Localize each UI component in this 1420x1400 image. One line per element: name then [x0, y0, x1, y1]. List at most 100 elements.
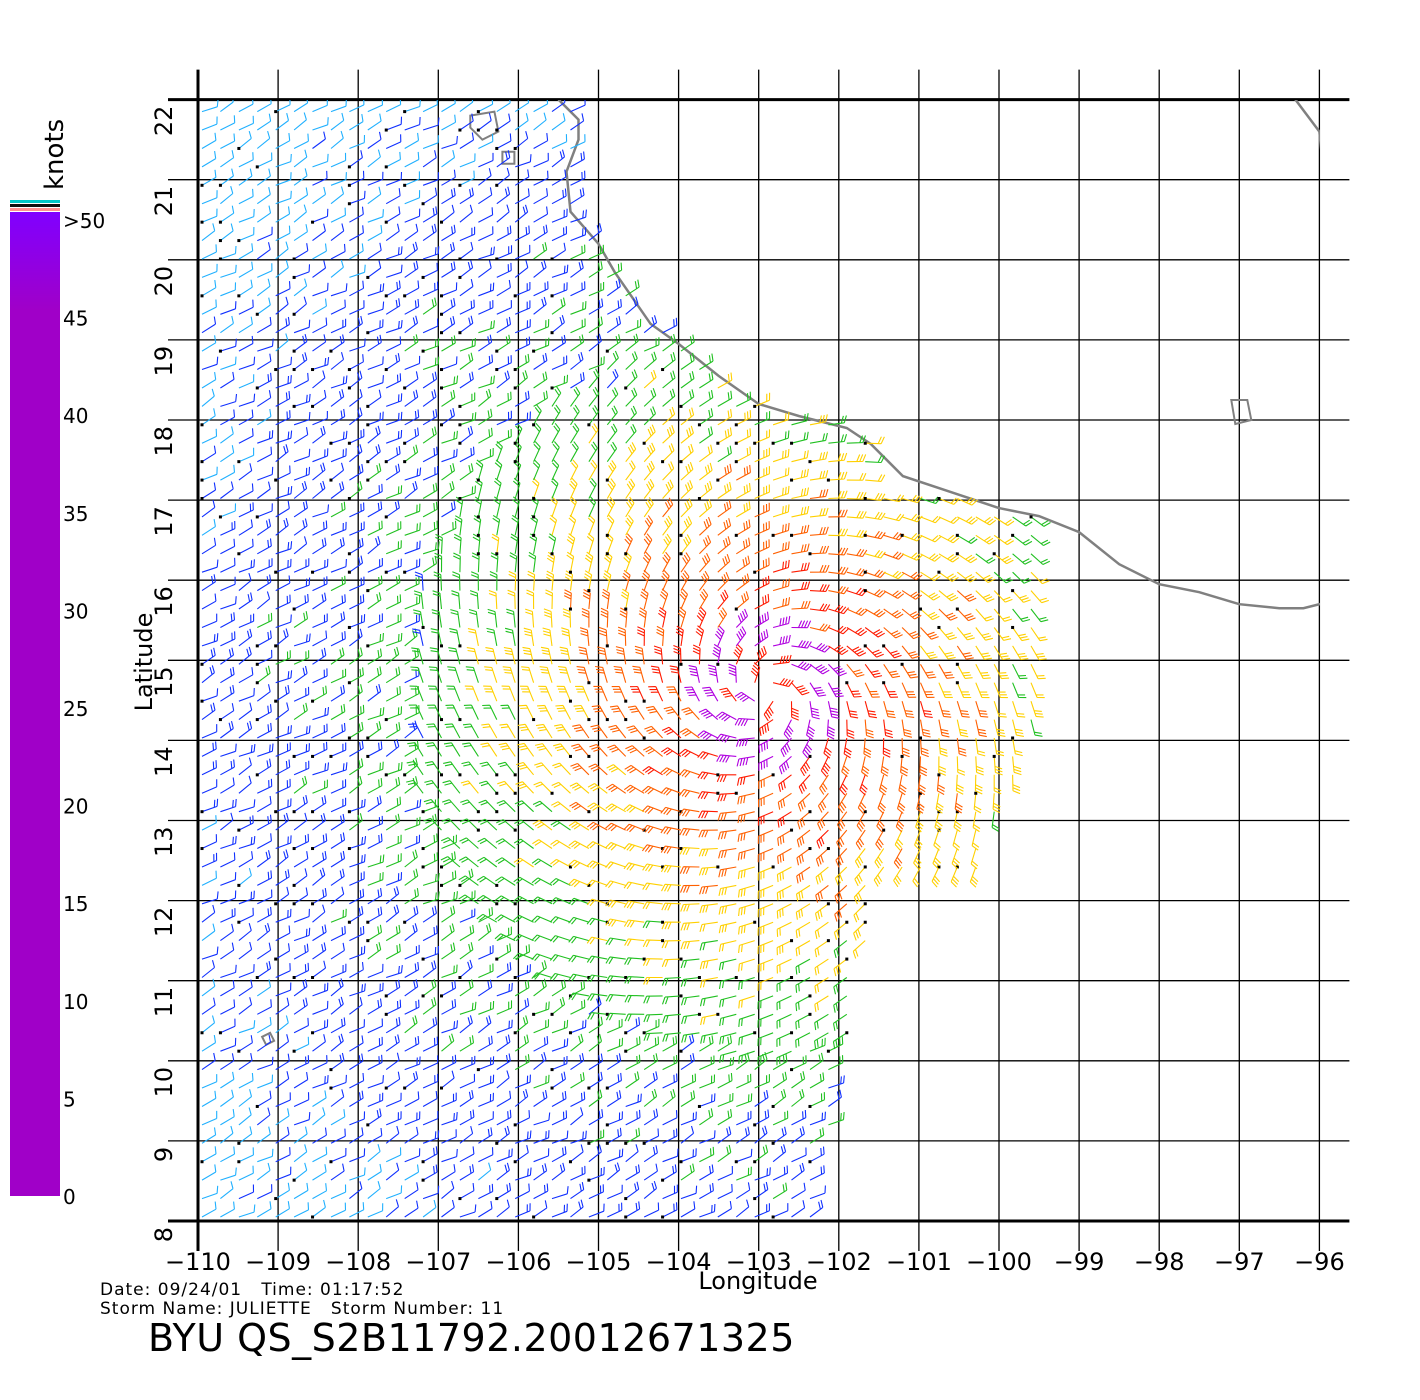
wind-barb — [533, 422, 542, 444]
wind-barb — [607, 1053, 622, 1071]
wind-barb — [496, 133, 512, 149]
wind-barb — [441, 1199, 455, 1218]
wind-barb — [550, 839, 571, 849]
wind-barb — [570, 260, 584, 278]
wind-barb — [570, 244, 586, 260]
wind-barb — [776, 1013, 792, 1029]
rain-flag-dot — [900, 662, 904, 666]
rain-flag-dot — [384, 368, 388, 372]
wind-barb — [482, 704, 498, 720]
wind-barb — [662, 425, 675, 444]
wind-barb — [624, 994, 645, 1003]
wind-barb — [717, 1183, 733, 1200]
rain-flag-dot — [421, 810, 425, 814]
wind-barb — [256, 1126, 271, 1144]
wind-barb — [441, 923, 455, 942]
wind-barb — [275, 410, 291, 426]
rain-flag-dot — [550, 386, 554, 390]
wind-barb — [513, 952, 534, 961]
wind-barb — [453, 533, 462, 554]
wind-barb — [607, 262, 623, 278]
wind-barb — [496, 225, 512, 242]
wind-barb — [349, 983, 366, 997]
rain-flag-dot — [292, 404, 296, 408]
wind-barb — [916, 793, 925, 814]
wind-barb — [404, 355, 421, 371]
wind-barb — [582, 589, 591, 610]
wind-barb — [588, 1144, 602, 1163]
wind-barb — [920, 645, 938, 660]
wind-barb — [644, 725, 663, 739]
wind-barb — [791, 1055, 807, 1071]
wind-barb — [487, 608, 498, 628]
wind-barb — [441, 463, 456, 481]
rain-flag-dot — [716, 662, 720, 666]
wind-barb — [488, 589, 498, 610]
wind-barb — [424, 779, 442, 794]
wind-barb — [662, 352, 676, 370]
rain-flag-dot — [218, 183, 222, 187]
wind-barb — [238, 592, 253, 610]
wind-barb — [238, 409, 254, 426]
wind-barb — [275, 1147, 291, 1163]
wind-barb — [275, 812, 289, 831]
wind-barb — [605, 956, 626, 965]
wind-barb — [588, 1053, 604, 1071]
wind-barb — [238, 356, 256, 371]
wind-barb — [538, 685, 553, 702]
wind-barb — [385, 1092, 402, 1108]
wind-barb — [330, 722, 346, 739]
wind-barb — [452, 571, 461, 591]
wind-barb — [367, 389, 382, 407]
rain-flag-dot — [329, 1086, 333, 1090]
rain-flag-dot — [605, 1012, 609, 1016]
wind-barb — [201, 815, 217, 831]
wind-barb — [220, 282, 237, 297]
wind-barb — [238, 836, 256, 850]
wind-barb — [422, 852, 439, 868]
wind-barb — [533, 337, 550, 352]
rain-flag-dot — [642, 736, 646, 740]
wind-barb — [717, 1144, 732, 1163]
wind-barb — [809, 1037, 826, 1052]
wind-barb — [570, 1181, 585, 1200]
rain-flag-dot — [403, 570, 407, 574]
wind-barb — [613, 665, 627, 683]
wind-barb — [920, 571, 941, 582]
wind-barb — [459, 338, 476, 352]
wind-barb — [568, 878, 590, 888]
rain-flag-dot — [624, 1215, 628, 1219]
wind-barb — [699, 884, 718, 895]
wind-barb — [806, 719, 816, 741]
wind-barb — [464, 685, 479, 702]
wind-barb — [642, 551, 652, 573]
wind-barb — [757, 1032, 774, 1047]
wind-barb — [367, 761, 384, 776]
rain-flag-dot — [366, 423, 370, 427]
wind-barb — [446, 685, 461, 702]
rain-flag-dot — [292, 975, 296, 979]
wind-barb — [367, 225, 383, 242]
wind-barb — [441, 942, 456, 960]
wind-barb — [414, 571, 424, 591]
rain-flag-dot — [605, 533, 609, 537]
wind-barb — [846, 645, 867, 657]
rain-flag-dot — [218, 1031, 222, 1035]
wind-barb — [738, 940, 755, 954]
legend-top-stripe-1 — [10, 200, 60, 203]
rain-flag-dot — [771, 773, 775, 777]
rain-flag-dot — [734, 791, 738, 795]
wind-barb — [809, 545, 830, 555]
wind-barb — [568, 992, 589, 1001]
wind-barb — [736, 446, 752, 463]
wind-barb — [275, 869, 290, 886]
rain-flag-dot — [532, 496, 536, 500]
wind-barb — [404, 100, 421, 113]
wind-barb — [496, 391, 512, 407]
wind-barb — [533, 1183, 549, 1200]
wind-barb — [570, 1091, 586, 1107]
wind-barb — [293, 278, 308, 297]
wind-barb — [641, 844, 663, 853]
wind-barb — [531, 972, 553, 980]
wind-barb — [532, 839, 553, 849]
